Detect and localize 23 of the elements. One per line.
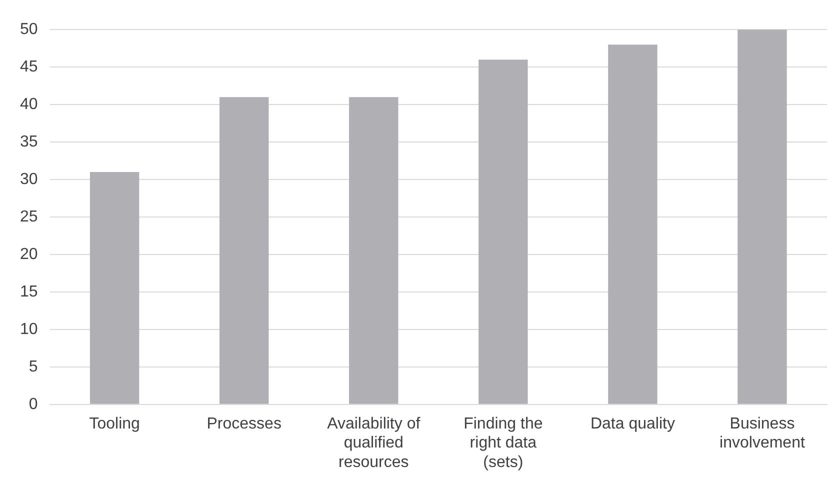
x-tick-label: Processes bbox=[206, 415, 282, 432]
x-tick-label: Finding the right data (sets) bbox=[464, 415, 543, 471]
y-tick-label: 35 bbox=[20, 133, 38, 150]
x-tick-label: Tooling bbox=[89, 415, 140, 432]
y-tick-label: 20 bbox=[20, 246, 38, 263]
bar bbox=[608, 44, 658, 404]
y-tick-label: 45 bbox=[20, 58, 38, 76]
y-tick-label: 5 bbox=[28, 358, 38, 376]
bar bbox=[90, 172, 140, 404]
x-tick-label: Business involvement bbox=[720, 415, 806, 452]
y-tick-label: 40 bbox=[20, 96, 38, 113]
bar bbox=[478, 60, 528, 404]
y-tick-label: 30 bbox=[20, 170, 38, 188]
y-tick-label: 50 bbox=[20, 21, 38, 38]
y-tick-label: 15 bbox=[20, 283, 38, 300]
bar bbox=[738, 30, 787, 404]
x-tick-label: Data quality bbox=[590, 415, 675, 432]
y-tick-label: 10 bbox=[20, 320, 38, 338]
x-tick-label: Availability of qualified resources bbox=[327, 415, 421, 471]
y-tick-label: 0 bbox=[28, 396, 38, 413]
y-tick-label: 25 bbox=[20, 208, 38, 226]
bar bbox=[219, 97, 269, 404]
bar bbox=[349, 97, 398, 404]
